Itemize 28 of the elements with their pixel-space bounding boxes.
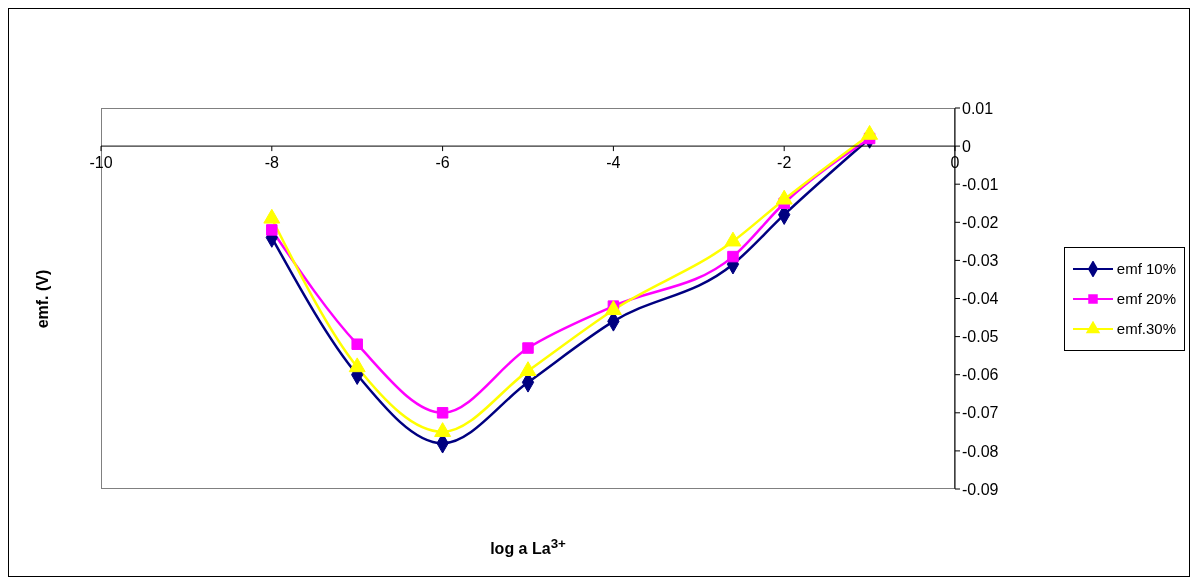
y-tick-label: -0.07 — [962, 404, 999, 422]
point — [348, 357, 366, 373]
x-tick-label: -8 — [264, 154, 280, 172]
point — [351, 338, 363, 350]
y-tick-label: -0.02 — [962, 213, 999, 231]
y-tick-label: -0.04 — [962, 290, 999, 308]
y-tick-label: -0.09 — [962, 480, 999, 498]
y-tick-label: -0.01 — [962, 175, 999, 193]
legend-label: emf 10% — [1116, 260, 1176, 277]
point — [522, 342, 534, 354]
point — [436, 407, 449, 419]
x-tick-label: -4 — [606, 154, 621, 172]
y-tick-label: -0.08 — [962, 442, 999, 460]
x-tick-label: -2 — [777, 154, 792, 172]
y-axis-title: emf. (V) — [34, 269, 51, 328]
x-tick-label: -6 — [435, 154, 450, 172]
y-tick-label: -0.05 — [962, 328, 999, 346]
x-axis-title: log a La$^{3+}$ — [490, 536, 566, 558]
legend-label: emf.30% — [1116, 320, 1176, 337]
y-tick-label: 0.01 — [962, 99, 994, 117]
x-tick-label: -10 — [89, 154, 113, 172]
y-tick-label: 0 — [962, 137, 971, 155]
point — [266, 224, 278, 236]
legend-label: emf 20% — [1116, 290, 1176, 307]
y-tick-label: -0.06 — [962, 366, 999, 384]
point — [727, 250, 739, 263]
point — [604, 300, 622, 316]
y-tick-label: -0.03 — [962, 252, 999, 270]
